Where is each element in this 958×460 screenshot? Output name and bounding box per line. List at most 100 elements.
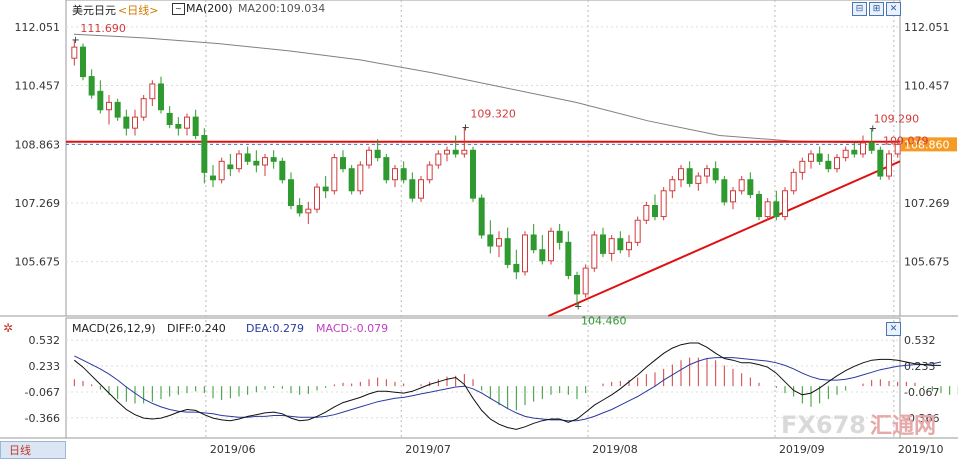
candle-body: [392, 168, 398, 181]
candle-body: [721, 179, 728, 203]
period-tab[interactable]: 日线: [0, 441, 66, 459]
candle-body: [686, 168, 693, 184]
macd-value: MACD:-0.079: [316, 322, 389, 335]
candle-body: [877, 149, 884, 177]
candle-body: [71, 46, 78, 59]
candle-body: [678, 168, 684, 181]
candle-body: [409, 179, 416, 199]
candle-body: [626, 241, 632, 251]
candle-body: [834, 157, 840, 170]
candle-body: [782, 190, 788, 218]
candle-body: [539, 249, 546, 262]
price-tick-right: 112.051: [904, 21, 950, 34]
ma200-line: [73, 33, 864, 144]
candle-body: [262, 157, 268, 166]
indicator-settings-icon[interactable]: ✲: [3, 321, 14, 335]
candle-body: [305, 208, 312, 214]
candle-body: [548, 230, 554, 262]
candle-body: [192, 116, 199, 137]
candle-body: [860, 142, 866, 155]
annotation-label: 109.079: [883, 134, 929, 147]
macd-tick-left: 0.233: [29, 360, 61, 373]
candle-body: [426, 164, 433, 181]
candle-body: [565, 241, 572, 276]
candle-body: [712, 168, 719, 181]
annotation-label: 104.460: [581, 314, 627, 327]
candle-body: [140, 98, 147, 118]
candle-body: [374, 149, 381, 159]
x-tick-label: 2019/10: [898, 443, 944, 456]
candle-body: [149, 83, 156, 100]
candle-body: [842, 149, 849, 159]
period-label[interactable]: <日线>: [118, 4, 159, 17]
zoom-in-icon[interactable]: ⊞: [869, 2, 884, 16]
candle-body: [652, 205, 658, 218]
candle-body: [210, 175, 216, 181]
candle-body: [253, 160, 260, 166]
candle-body: [556, 230, 563, 243]
candle-body: [738, 179, 745, 192]
price-tick-left: 107.269: [15, 197, 61, 210]
zoom-out-icon[interactable]: ⊟: [852, 2, 867, 16]
macd-tick-right: -0.067: [904, 386, 939, 399]
candle-body: [366, 149, 372, 166]
candle-body: [348, 168, 355, 192]
candle-body: [331, 157, 338, 192]
candle-body: [886, 153, 892, 177]
candle-body: [132, 116, 138, 129]
candle-body: [296, 205, 303, 214]
annotation-label: 109.320: [470, 107, 516, 120]
annotation-label: 111.690: [80, 22, 126, 35]
ma-value: MA200:109.034: [238, 2, 326, 15]
candle-body: [418, 179, 424, 199]
candle-body: [643, 205, 650, 221]
candle-body: [669, 179, 676, 192]
close-panel-icon[interactable]: ✕: [886, 2, 901, 16]
x-tick-label: 2019/09: [779, 443, 825, 456]
macd-tick-left: 0.532: [29, 334, 61, 347]
diff-line: [73, 342, 941, 430]
candle-body: [106, 101, 112, 111]
candle-body: [357, 164, 364, 192]
last-price-box: [901, 137, 957, 152]
candle-body: [201, 135, 208, 173]
candle-body: [452, 149, 459, 155]
candle-body: [773, 201, 780, 218]
price-tick-right: 105.675: [904, 256, 950, 269]
macd-tick-left: -0.067: [25, 386, 60, 399]
candle-body: [236, 153, 242, 170]
candle-body: [851, 149, 858, 155]
candle-body: [799, 160, 806, 173]
dea-value: DEA:0.279: [246, 322, 304, 335]
candle-body: [574, 274, 580, 295]
price-tick-left: 110.457: [15, 80, 61, 93]
annotation-marker: +: [574, 301, 582, 312]
candle-body: [695, 175, 702, 184]
annotation-marker: +: [71, 35, 79, 46]
candle-body: [487, 234, 494, 247]
price-tick-right: 110.457: [904, 80, 950, 93]
close-macd-icon[interactable]: ✕: [886, 322, 901, 336]
x-tick-label: 2019/07: [405, 443, 451, 456]
x-tick-label: 2019/06: [210, 443, 256, 456]
candle-body: [97, 90, 104, 111]
candle-body: [617, 238, 624, 251]
macd-tick-right: -0.366: [904, 412, 939, 425]
candle-body: [790, 171, 797, 192]
symbol-title: 美元日元: [72, 4, 116, 17]
candle-body: [175, 123, 182, 129]
candle-body: [158, 83, 164, 111]
candle-body: [504, 238, 511, 265]
candle-body: [582, 267, 589, 295]
watermark-cn: 汇通网: [870, 414, 937, 439]
candle-body: [435, 153, 442, 166]
candle-body: [444, 149, 450, 155]
candle-body: [591, 234, 598, 269]
candle-body: [496, 238, 502, 247]
candle-body: [270, 157, 277, 162]
candle-body: [166, 112, 173, 125]
ma-label: MA(200): [186, 2, 233, 15]
candle-body: [244, 153, 251, 162]
candle-body: [530, 234, 537, 251]
